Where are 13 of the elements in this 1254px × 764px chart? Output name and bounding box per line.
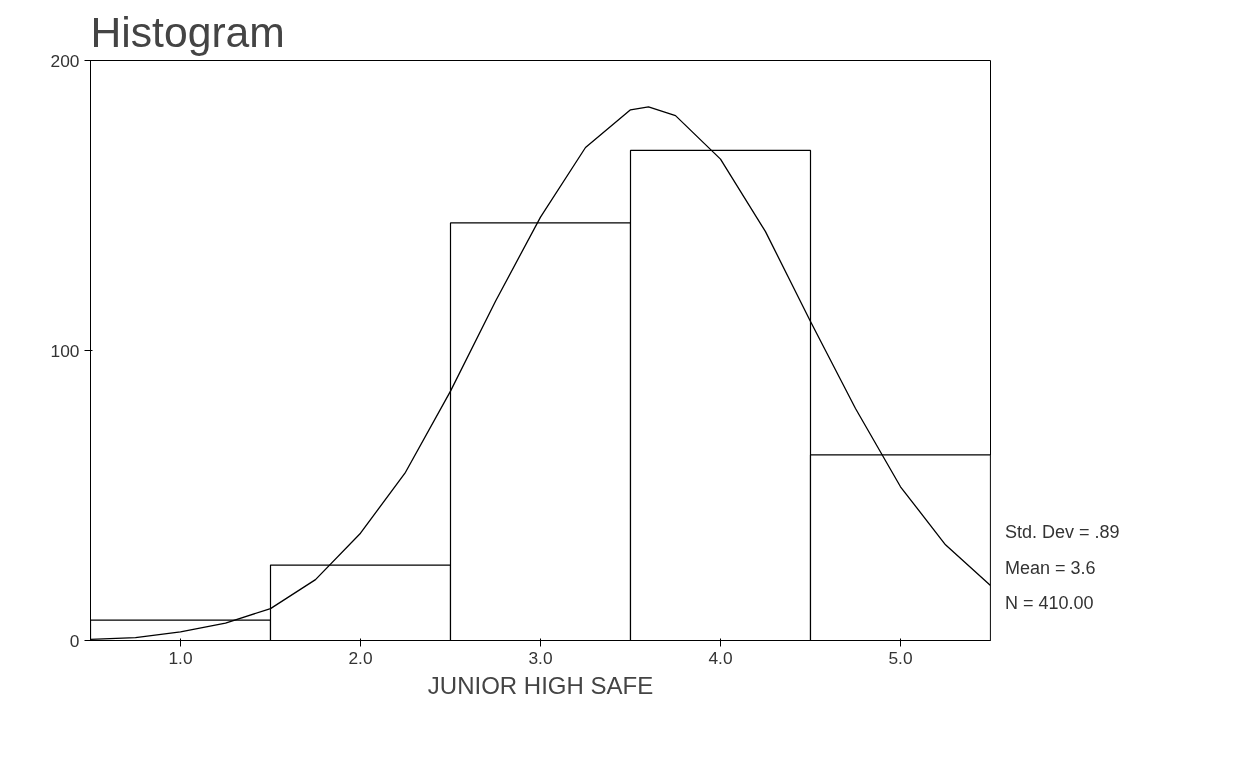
x-tick-label: 2.0	[348, 647, 373, 668]
text: Mean = 3.6	[1005, 556, 1097, 580]
text: Std. Dev = .89	[1005, 521, 1120, 544]
x-tick-label: 1.0	[168, 647, 193, 668]
x-tick-label: 4.0	[708, 647, 733, 668]
text: N = 410.00	[1005, 592, 1095, 616]
x-axis-title: JUNIOR HIGH SAFE	[427, 671, 654, 699]
y-tick-label: 200	[50, 50, 80, 71]
x-tick-label: 5.0	[888, 647, 913, 668]
y-tick-label: 0	[69, 630, 80, 651]
chart-title: Histogram	[90, 7, 285, 56]
x-tick-label: 3.0	[528, 647, 553, 668]
y-tick-label: 100	[50, 340, 80, 361]
